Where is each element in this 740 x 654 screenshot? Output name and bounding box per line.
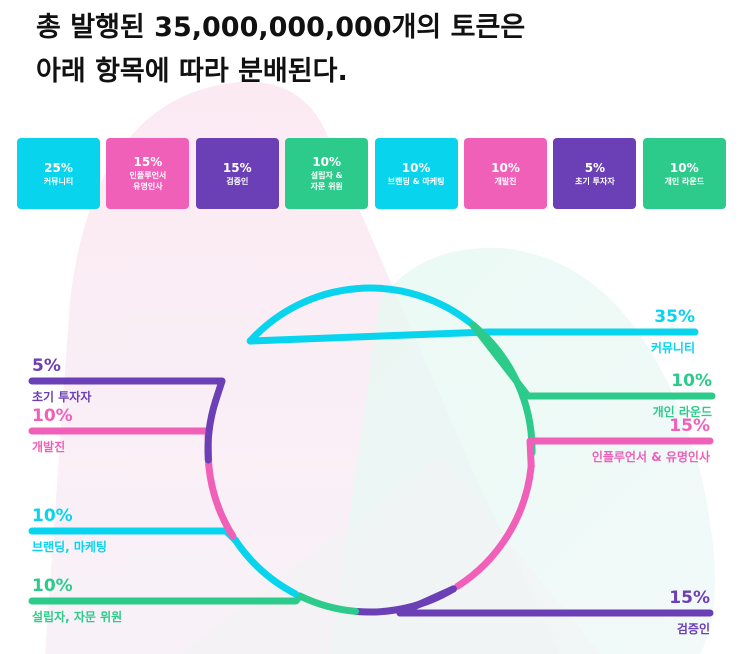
- card-percent: 10%: [401, 160, 431, 175]
- slice-label: 개인 라운드: [653, 404, 712, 419]
- ring-slice: [205, 461, 237, 540]
- callout-line: [396, 585, 714, 617]
- slice-label: 검증인: [677, 621, 710, 636]
- slice-label: 인플루언서 & 유명인사: [592, 449, 710, 464]
- page-title: 총 발행된 35,000,000,000개의 토큰은 아래 항목에 따라 분배된…: [36, 6, 525, 94]
- allocation-card: 5% 초기 투자자: [553, 138, 637, 209]
- title-line-1: 총 발행된 35,000,000,000개의 토큰은: [36, 12, 526, 43]
- card-percent: 25%: [44, 160, 73, 175]
- callout-line: [526, 437, 714, 470]
- card-label: 인플루언서 유명인사: [129, 171, 167, 191]
- allocation-cards: 25% 커뮤니티 15% 인플루언서 유명인사 15% 검증인 10% 설립자 & 자문…: [17, 138, 727, 209]
- ring-slice: [246, 284, 474, 345]
- slice-label: 커뮤니티: [651, 340, 695, 355]
- card-label: 개발진: [494, 176, 517, 186]
- slice-label: 개발진: [32, 439, 65, 454]
- slice-percent: 35%: [654, 307, 695, 327]
- ring-slice: [232, 536, 299, 598]
- card-percent: 10%: [669, 160, 699, 175]
- allocation-card: 15% 인플루언서 유명인사: [106, 138, 190, 209]
- slice-percent: 15%: [669, 416, 710, 436]
- slice-label: 설립자, 자문 위원: [32, 609, 122, 624]
- slice-label: 초기 투자자: [32, 389, 91, 404]
- card-label: 개인 라운드: [664, 176, 705, 186]
- allocation-card: 10% 설립자 & 자문 위원: [285, 138, 369, 209]
- card-percent: 10%: [312, 155, 342, 169]
- ring-slice: [296, 592, 360, 615]
- slice-percent: 10%: [32, 506, 73, 526]
- slice-percent: 15%: [669, 588, 710, 608]
- card-label: 초기 투자자: [575, 176, 615, 186]
- card-label: 브랜딩 & 마케팅: [387, 176, 445, 186]
- callout-line: [246, 328, 699, 345]
- allocation-card: 10% 개발진: [464, 138, 547, 209]
- card-percent: 15%: [133, 155, 163, 169]
- callout-line: [28, 377, 226, 405]
- card-label: 커뮤니티: [43, 176, 74, 186]
- card-label: 검증인: [226, 176, 249, 186]
- allocation-card: 15% 검증인: [195, 138, 279, 209]
- callout-line: [28, 592, 304, 605]
- slice-percent: 10%: [32, 576, 73, 596]
- ring-slice: [454, 462, 535, 590]
- card-label: 설립자 & 자문 위원: [310, 171, 343, 191]
- title-line-2: 아래 항목에 따라 분배된다.: [36, 56, 348, 87]
- allocation-card: 10% 브랜딩 & 마케팅: [374, 138, 458, 209]
- allocation-card: 10% 개인 라운드: [642, 138, 726, 209]
- slice-percent: 10%: [32, 406, 73, 426]
- slice-label: 브랜딩, 마케팅: [32, 539, 107, 554]
- slice-percent: 5%: [32, 356, 61, 376]
- card-percent: 10%: [491, 160, 520, 175]
- card-percent: 15%: [222, 160, 252, 175]
- allocation-card: 25% 커뮤니티: [17, 138, 100, 209]
- card-percent: 5%: [584, 160, 606, 175]
- callout-line: [469, 321, 716, 400]
- slice-percent: 10%: [671, 371, 712, 391]
- callout-line: [28, 527, 239, 544]
